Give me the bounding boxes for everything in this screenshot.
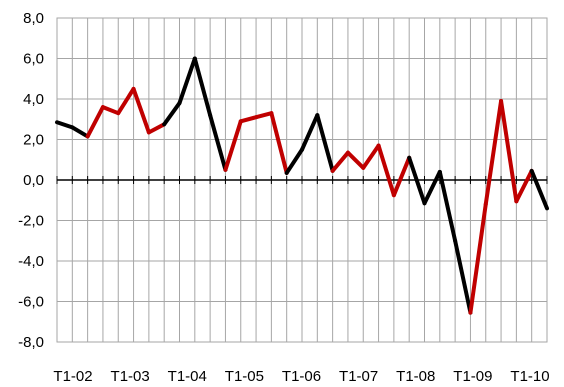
x-tick-label-7: T1-09: [453, 368, 492, 385]
series-segment-4: [116, 86, 136, 116]
series-segment-22: [391, 155, 412, 198]
series-segment-3: [100, 105, 121, 116]
x-tick-label-3: T1-05: [225, 368, 264, 385]
y-tick-label-1: 6,0: [23, 51, 44, 68]
series-segment-27: [468, 202, 488, 315]
y-tick-label-0: 8,0: [23, 10, 44, 27]
series-segment-20: [361, 143, 381, 170]
series-segment-29: [499, 99, 519, 204]
x-tick-label-8: T1-10: [510, 368, 549, 385]
zero-axis: [56, 176, 548, 184]
series-segment-21: [376, 143, 396, 198]
y-tick-label-5: -2,0: [18, 213, 44, 230]
y-tick-label-6: -4,0: [18, 253, 44, 270]
series-segment-16: [300, 113, 320, 152]
series-segment-23: [407, 155, 427, 206]
y-tick-label-8: -8,0: [18, 334, 44, 351]
x-tick-label-4: T1-06: [282, 368, 321, 385]
x-tick-label-0: T1-02: [53, 368, 92, 385]
series-segment-26: [453, 238, 473, 315]
series-segment-14: [269, 111, 289, 175]
series-segment-7: [162, 101, 182, 127]
series-segment-12: [238, 115, 259, 124]
series-segment-19: [345, 150, 366, 170]
x-tick-labels: T1-02 T1-03 T1-04 T1-05 T1-06 T1-07 T1-08 T1-09…: [53, 368, 549, 385]
series-segment-31: [529, 168, 549, 211]
x-tick-label-1: T1-03: [111, 368, 150, 385]
series-segment-24: [422, 169, 442, 206]
x-tick-label-6: T1-08: [396, 368, 435, 385]
y-tick-label-3: 2,0: [23, 132, 44, 149]
x-tick-label-2: T1-04: [168, 368, 207, 385]
series-segment-5: [131, 86, 151, 135]
series-segment-18: [330, 150, 350, 173]
series-segment-0: [55, 120, 75, 130]
series-segment-9: [192, 56, 213, 118]
series-segment-6: [146, 122, 167, 135]
series-segment-1: [70, 125, 90, 139]
series-segment-15: [284, 147, 304, 175]
series-segment-8: [177, 56, 197, 106]
series-segment-2: [85, 105, 105, 139]
series-lines: [55, 56, 549, 315]
series-segment-13: [254, 111, 274, 120]
y-tick-label-4: 0,0: [23, 172, 44, 189]
y-tick-label-7: -6,0: [18, 294, 44, 311]
y-tick-labels: 8,0 6,0 4,0 2,0 0,0 -2,0 -4,0 -6,0 -8,0: [18, 10, 44, 351]
y-tick-label-2: 4,0: [23, 91, 44, 108]
series-segment-25: [437, 169, 458, 243]
series-segment-10: [208, 113, 228, 172]
series-segment-28: [483, 99, 504, 207]
series-segment-30: [514, 168, 534, 204]
series-segment-11: [223, 119, 243, 172]
series-segment-17: [315, 113, 335, 173]
x-tick-label-5: T1-07: [339, 368, 378, 385]
